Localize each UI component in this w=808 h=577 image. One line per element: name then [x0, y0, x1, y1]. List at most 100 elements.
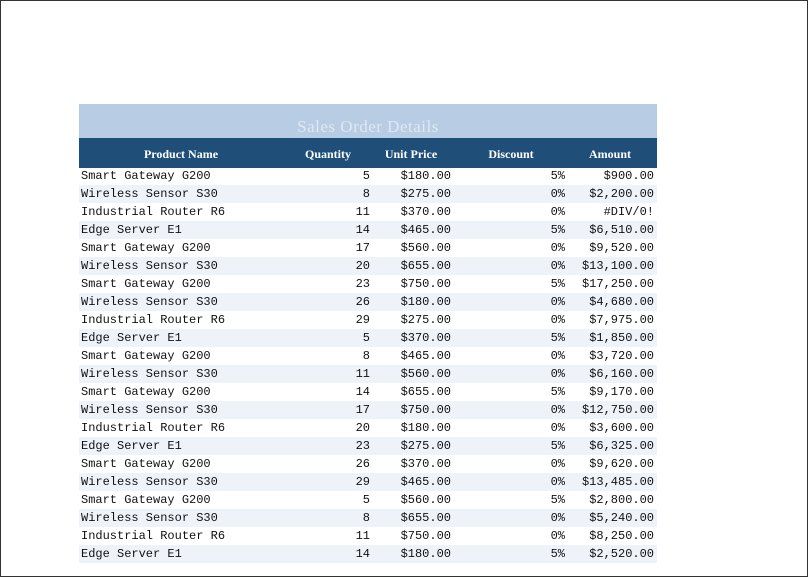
- table-cell: 20: [355, 259, 370, 273]
- table-cell: $560.00: [400, 241, 451, 255]
- table-cell: Edge Server E1: [81, 547, 182, 561]
- table-cell: $6,325.00: [589, 439, 654, 453]
- table-cell: $9,170.00: [589, 385, 654, 399]
- table-cell: $465.00: [400, 349, 451, 363]
- table-cell: $180.00: [400, 421, 451, 435]
- table-row: Wireless Sensor S30 20 $655.00 0% $13,100.00: [79, 257, 657, 275]
- table-cell: 11: [355, 367, 370, 381]
- table-cell: Wireless Sensor S30: [81, 475, 218, 489]
- table-cell: $4,680.00: [589, 295, 654, 309]
- table-cell: $180.00: [400, 295, 451, 309]
- table-cell: $750.00: [400, 277, 451, 291]
- table-cell: 0%: [550, 313, 565, 327]
- table-cell: 8: [362, 349, 370, 363]
- table-cell: 5: [362, 331, 370, 345]
- table-cell: 0%: [550, 259, 565, 273]
- table-cell: $6,160.00: [589, 367, 654, 381]
- table-cell: Edge Server E1: [81, 331, 182, 345]
- table-cell: 17: [355, 403, 370, 417]
- table-cell: $655.00: [400, 259, 451, 273]
- table-cell: Industrial Router R6: [81, 529, 226, 543]
- table-cell: 20: [355, 421, 370, 435]
- table-row: Industrial Router R6 11 $750.00 0% $8,250.00: [79, 527, 657, 545]
- table-cell: Smart Gateway G200: [81, 349, 211, 363]
- table-cell: Smart Gateway G200: [81, 241, 211, 255]
- table-cell: #DIV/0!: [603, 205, 654, 219]
- column-header: Discount: [488, 147, 534, 161]
- table-cell: 0%: [550, 349, 565, 363]
- table-row: Edge Server E1 23 $275.00 5% $6,325.00: [79, 437, 657, 455]
- table-cell: Wireless Sensor S30: [81, 295, 218, 309]
- table-cell: 0%: [550, 511, 565, 525]
- table-cell: Wireless Sensor S30: [81, 259, 218, 273]
- column-header: Unit Price: [384, 147, 438, 161]
- table-cell: 11: [355, 205, 370, 219]
- table-row: Smart Gateway G200 5 $560.00 5% $2,800.00: [79, 491, 657, 509]
- table-cell: $12,750.00: [581, 403, 654, 417]
- table-cell: 23: [355, 277, 370, 291]
- table-row: Smart Gateway G200 26 $370.00 0% $9,620.00: [79, 455, 657, 473]
- table-cell: 0%: [550, 187, 565, 201]
- table-cell: 0%: [550, 475, 565, 489]
- table-cell: $275.00: [400, 187, 451, 201]
- table-cell: $8,250.00: [589, 529, 654, 543]
- table-cell: 0%: [550, 421, 565, 435]
- table-cell: $180.00: [400, 169, 451, 183]
- table-row: Industrial Router R6 29 $275.00 0% $7,975.00: [79, 311, 657, 329]
- table-cell: 23: [355, 439, 370, 453]
- table-row: Industrial Router R6 20 $180.00 0% $3,600.00: [79, 419, 657, 437]
- table-cell: 0%: [550, 367, 565, 381]
- table-cell: $3,720.00: [589, 349, 654, 363]
- table-cell: $370.00: [400, 331, 451, 345]
- table-cell: 5%: [550, 277, 565, 291]
- table-row: Edge Server E1 14 $180.00 5% $2,520.00: [79, 545, 657, 563]
- table-cell: $6,510.00: [589, 223, 654, 237]
- table-row: Wireless Sensor S30 17 $750.00 0% $12,750.00: [79, 401, 657, 419]
- table-cell: $750.00: [400, 529, 451, 543]
- table-cell: $13,485.00: [581, 475, 654, 489]
- table-cell: 0%: [550, 403, 565, 417]
- table-cell: Smart Gateway G200: [81, 493, 211, 507]
- table-cell: $655.00: [400, 511, 451, 525]
- table-cell: $13,100.00: [581, 259, 654, 273]
- table-cell: 17: [355, 241, 370, 255]
- table-cell: 5: [362, 169, 370, 183]
- table-cell: 29: [355, 475, 370, 489]
- table-cell: $2,200.00: [589, 187, 654, 201]
- table-cell: Smart Gateway G200: [81, 277, 211, 291]
- table-row: Wireless Sensor S30 29 $465.00 0% $13,485.00: [79, 473, 657, 491]
- column-header: Quantity: [304, 147, 351, 161]
- title-band: Sales Order Details: [79, 104, 657, 138]
- table-cell: $560.00: [400, 367, 451, 381]
- table-cell: Industrial Router R6: [81, 205, 226, 219]
- table-cell: 5%: [550, 385, 565, 399]
- table-cell: 29: [355, 313, 370, 327]
- table-cell: 5%: [550, 331, 565, 345]
- table-cell: Wireless Sensor S30: [81, 187, 218, 201]
- table-cell: $465.00: [400, 475, 451, 489]
- table-cell: $7,975.00: [589, 313, 654, 327]
- table-cell: $750.00: [400, 403, 451, 417]
- table-cell: $275.00: [400, 313, 451, 327]
- table-cell: Edge Server E1: [81, 223, 182, 237]
- table-row: Wireless Sensor S30 11 $560.00 0% $6,160.00: [79, 365, 657, 383]
- table-row: Wireless Sensor S30 26 $180.00 0% $4,680.00: [79, 293, 657, 311]
- table-cell: 5%: [550, 169, 565, 183]
- table-cell: $180.00: [400, 547, 451, 561]
- table-row: Edge Server E1 14 $465.00 5% $6,510.00: [79, 221, 657, 239]
- table-cell: $370.00: [400, 205, 451, 219]
- table-cell: $9,620.00: [589, 457, 654, 471]
- table-cell: Smart Gateway G200: [81, 457, 211, 471]
- table-cell: 26: [355, 457, 370, 471]
- table-cell: 14: [355, 223, 370, 237]
- table-row: Smart Gateway G200 23 $750.00 5% $17,250.00: [79, 275, 657, 293]
- table-cell: $17,250.00: [581, 277, 654, 291]
- table-cell: Industrial Router R6: [81, 421, 226, 435]
- table-cell: $465.00: [400, 223, 451, 237]
- table-cell: $5,240.00: [589, 511, 654, 525]
- table-cell: $900.00: [603, 169, 654, 183]
- table-cell: 5%: [550, 439, 565, 453]
- table-cell: 26: [355, 295, 370, 309]
- table-row: Wireless Sensor S30 8 $275.00 0% $2,200.00: [79, 185, 657, 203]
